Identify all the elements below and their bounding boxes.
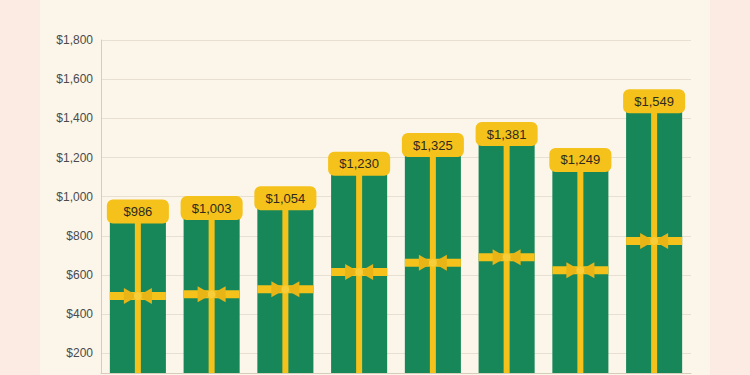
svg-text:$986: $986 — [123, 204, 152, 219]
svg-text:$1,200: $1,200 — [56, 151, 93, 165]
svg-text:$1,000: $1,000 — [56, 190, 93, 204]
svg-text:$1,400: $1,400 — [56, 111, 93, 125]
svg-text:$1,381: $1,381 — [487, 127, 527, 142]
svg-text:$1,230: $1,230 — [339, 156, 379, 171]
svg-text:$1,249: $1,249 — [560, 152, 600, 167]
svg-text:$400: $400 — [66, 307, 93, 321]
svg-text:$1,054: $1,054 — [265, 191, 305, 206]
svg-text:$600: $600 — [66, 268, 93, 282]
svg-text:$1,600: $1,600 — [56, 72, 93, 86]
svg-text:$800: $800 — [66, 229, 93, 243]
svg-text:$1,003: $1,003 — [192, 201, 232, 216]
svg-text:$200: $200 — [66, 346, 93, 360]
svg-text:$1,549: $1,549 — [634, 94, 674, 109]
svg-text:$1,800: $1,800 — [56, 33, 93, 47]
svg-text:$1,325: $1,325 — [413, 138, 453, 153]
